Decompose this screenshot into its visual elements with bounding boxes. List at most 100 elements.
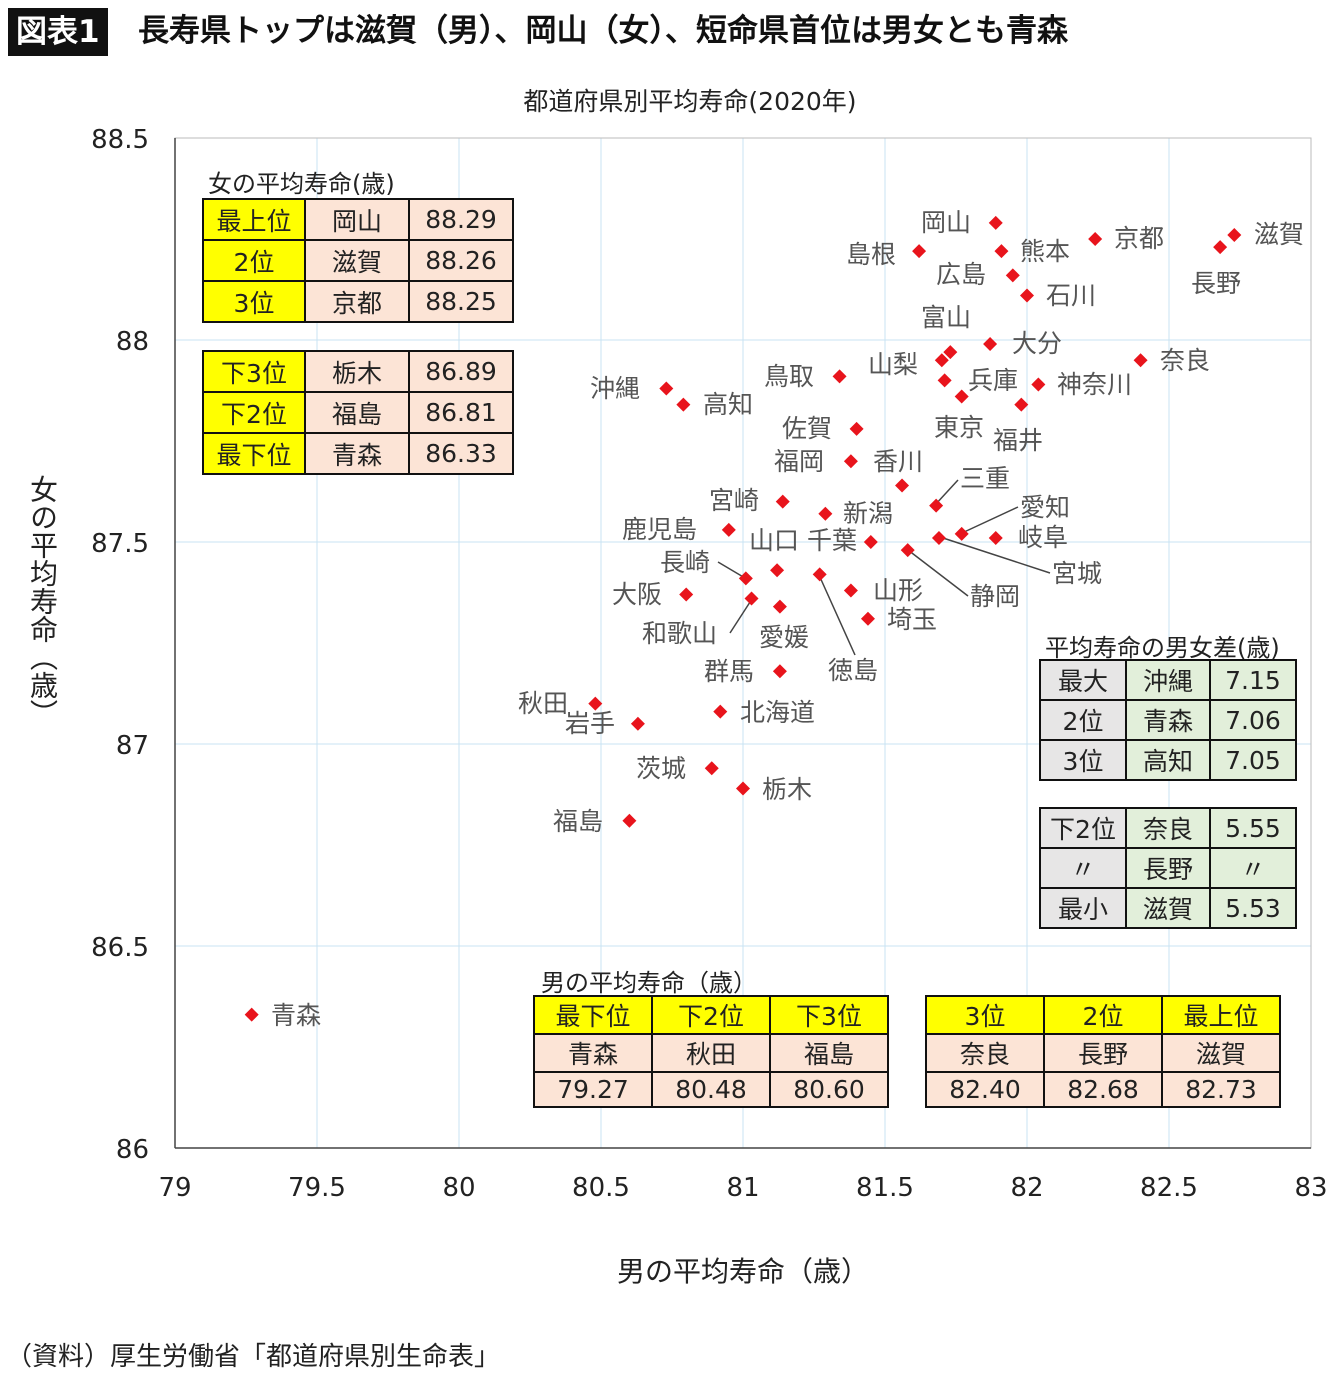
table-cell: 福島 — [769, 1033, 889, 1073]
point-label: 長崎 — [660, 548, 710, 577]
table-row: 3位 高知 7.05 — [1039, 739, 1297, 781]
table-cell: 86.33 — [408, 432, 514, 475]
point-label: 岐阜 — [1018, 523, 1068, 552]
point-label: 広島 — [936, 260, 986, 289]
table-cell: 下2位 — [1039, 807, 1127, 849]
point-label: 千葉 — [807, 526, 857, 555]
table-cell: 〃 — [1209, 847, 1297, 889]
point-label: 新潟 — [843, 499, 893, 528]
data-point-山梨 — [934, 353, 949, 368]
data-point-和歌山 — [744, 591, 759, 606]
x-tick-label: 80.5 — [572, 1173, 630, 1203]
table-cell: 5.55 — [1209, 807, 1297, 849]
table-row: 82.40 82.68 82.73 — [925, 1071, 1281, 1108]
data-point-茨城 — [704, 761, 719, 776]
table-cell: 青森 — [304, 432, 410, 475]
leader-line — [907, 549, 969, 597]
x-tick-label: 79.5 — [288, 1173, 346, 1203]
table-cell: 青森 — [533, 1033, 653, 1073]
point-label: 福岡 — [774, 447, 824, 476]
table-cell: 88.29 — [408, 198, 514, 241]
data-point-静岡 — [900, 543, 915, 558]
data-point-新潟 — [818, 506, 833, 521]
point-label: 徳島 — [828, 656, 878, 685]
x-tick-label: 79 — [158, 1173, 191, 1203]
data-point-滋賀 — [1227, 227, 1242, 242]
point-label: 滋賀 — [1254, 220, 1304, 249]
data-point-大分 — [983, 337, 998, 352]
point-label: 北海道 — [740, 698, 815, 727]
table-cell: 沖縄 — [1125, 659, 1211, 701]
point-label: 富山 — [921, 303, 971, 332]
data-point-埼玉 — [860, 611, 875, 626]
data-point-沖縄 — [659, 381, 674, 396]
table-cell: 高知 — [1125, 739, 1211, 781]
data-point-山口 — [770, 563, 785, 578]
data-point-高知 — [676, 397, 691, 412]
data-point-大阪 — [679, 587, 694, 602]
table-cell: 88.26 — [408, 239, 514, 282]
data-point-熊本 — [994, 244, 1009, 259]
table-cell: 滋賀 — [1125, 887, 1211, 929]
point-label: 長野 — [1191, 269, 1241, 298]
table-cell: 下3位 — [769, 995, 889, 1035]
point-label: 東京 — [934, 413, 984, 442]
y-tick-label: 87.5 — [91, 529, 149, 559]
data-point-愛知 — [954, 526, 969, 541]
table-cell: 3位 — [1039, 739, 1127, 781]
data-point-鹿児島 — [721, 522, 736, 537]
leader-line — [729, 598, 753, 634]
table-cell: 最小 — [1039, 887, 1127, 929]
table-cell: 86.89 — [408, 350, 514, 393]
table-cell: 〃 — [1039, 847, 1127, 889]
table-row: 79.27 80.48 80.60 — [533, 1071, 889, 1108]
male-table-title: 男の平均寿命（歳） — [541, 969, 757, 997]
data-point-長崎 — [738, 571, 753, 586]
male-bottom-table: 最下位 下2位 下3位 青森 秋田 福島 79.27 80.48 80.60 — [533, 995, 889, 1108]
table-cell: 7.06 — [1209, 699, 1297, 741]
point-label: 和歌山 — [642, 619, 717, 648]
data-point-愛媛 — [772, 599, 787, 614]
diff-table-title: 平均寿命の男女差(歳) — [1045, 634, 1280, 662]
diff-top-table: 最大 沖縄 7.15 2位 青森 7.06 3位 高知 7.05 — [1039, 659, 1297, 781]
table-row: 2位 滋賀 88.26 — [202, 239, 514, 282]
data-point-岡山 — [988, 215, 1003, 230]
diff-bottom-table: 下2位 奈良 5.55 〃長野〃最小 滋賀 5.53 — [1039, 807, 1297, 929]
table-cell: 秋田 — [651, 1033, 771, 1073]
point-label: 奈良 — [1160, 346, 1210, 375]
point-label: 群馬 — [704, 657, 754, 686]
table-cell: 80.48 — [651, 1071, 771, 1108]
table-cell: 福島 — [304, 391, 410, 434]
data-point-青森 — [244, 1007, 259, 1022]
data-point-広島 — [1005, 268, 1020, 283]
point-label: 宮城 — [1052, 559, 1102, 588]
table-row: 最下位 下2位 下3位 — [533, 995, 889, 1035]
point-label: 京都 — [1114, 224, 1164, 253]
table-cell: 最上位 — [202, 198, 306, 241]
table-row: 3位 2位 最上位 — [925, 995, 1281, 1035]
point-label: 山梨 — [868, 350, 918, 379]
source-note: （資料）厚生労働省「都道府県別生命表」 — [6, 1342, 501, 1372]
point-label: 大分 — [1012, 329, 1062, 358]
table-cell: 82.73 — [1161, 1071, 1281, 1108]
table-cell: 京都 — [304, 280, 410, 323]
point-label: 兵庫 — [968, 366, 1018, 395]
table-cell: 最下位 — [533, 995, 653, 1035]
leader-line — [939, 536, 1051, 574]
point-label: 熊本 — [1020, 237, 1070, 266]
table-cell: 7.05 — [1209, 739, 1297, 781]
table-cell: 3位 — [202, 280, 306, 323]
data-point-徳島 — [812, 567, 827, 582]
data-point-京都 — [1088, 232, 1103, 246]
chart-title: 都道府県別平均寿命(2020年) — [523, 87, 857, 116]
table-row: 3位 京都 88.25 — [202, 280, 514, 323]
x-tick-label: 81 — [726, 1173, 759, 1203]
table-row: 下3位 栃木 86.89 — [202, 350, 514, 393]
table-cell: 最大 — [1039, 659, 1127, 701]
table-cell: 青森 — [1125, 699, 1211, 741]
table-cell: 5.53 — [1209, 887, 1297, 929]
x-axis-label: 男の平均寿命（歳） — [616, 1255, 869, 1288]
y-axis-label: 女の平均寿命（歳） — [26, 475, 59, 727]
female-top-table: 最上位 岡山 88.29 2位 滋賀 88.26 3位 京都 88.25 — [202, 198, 514, 323]
